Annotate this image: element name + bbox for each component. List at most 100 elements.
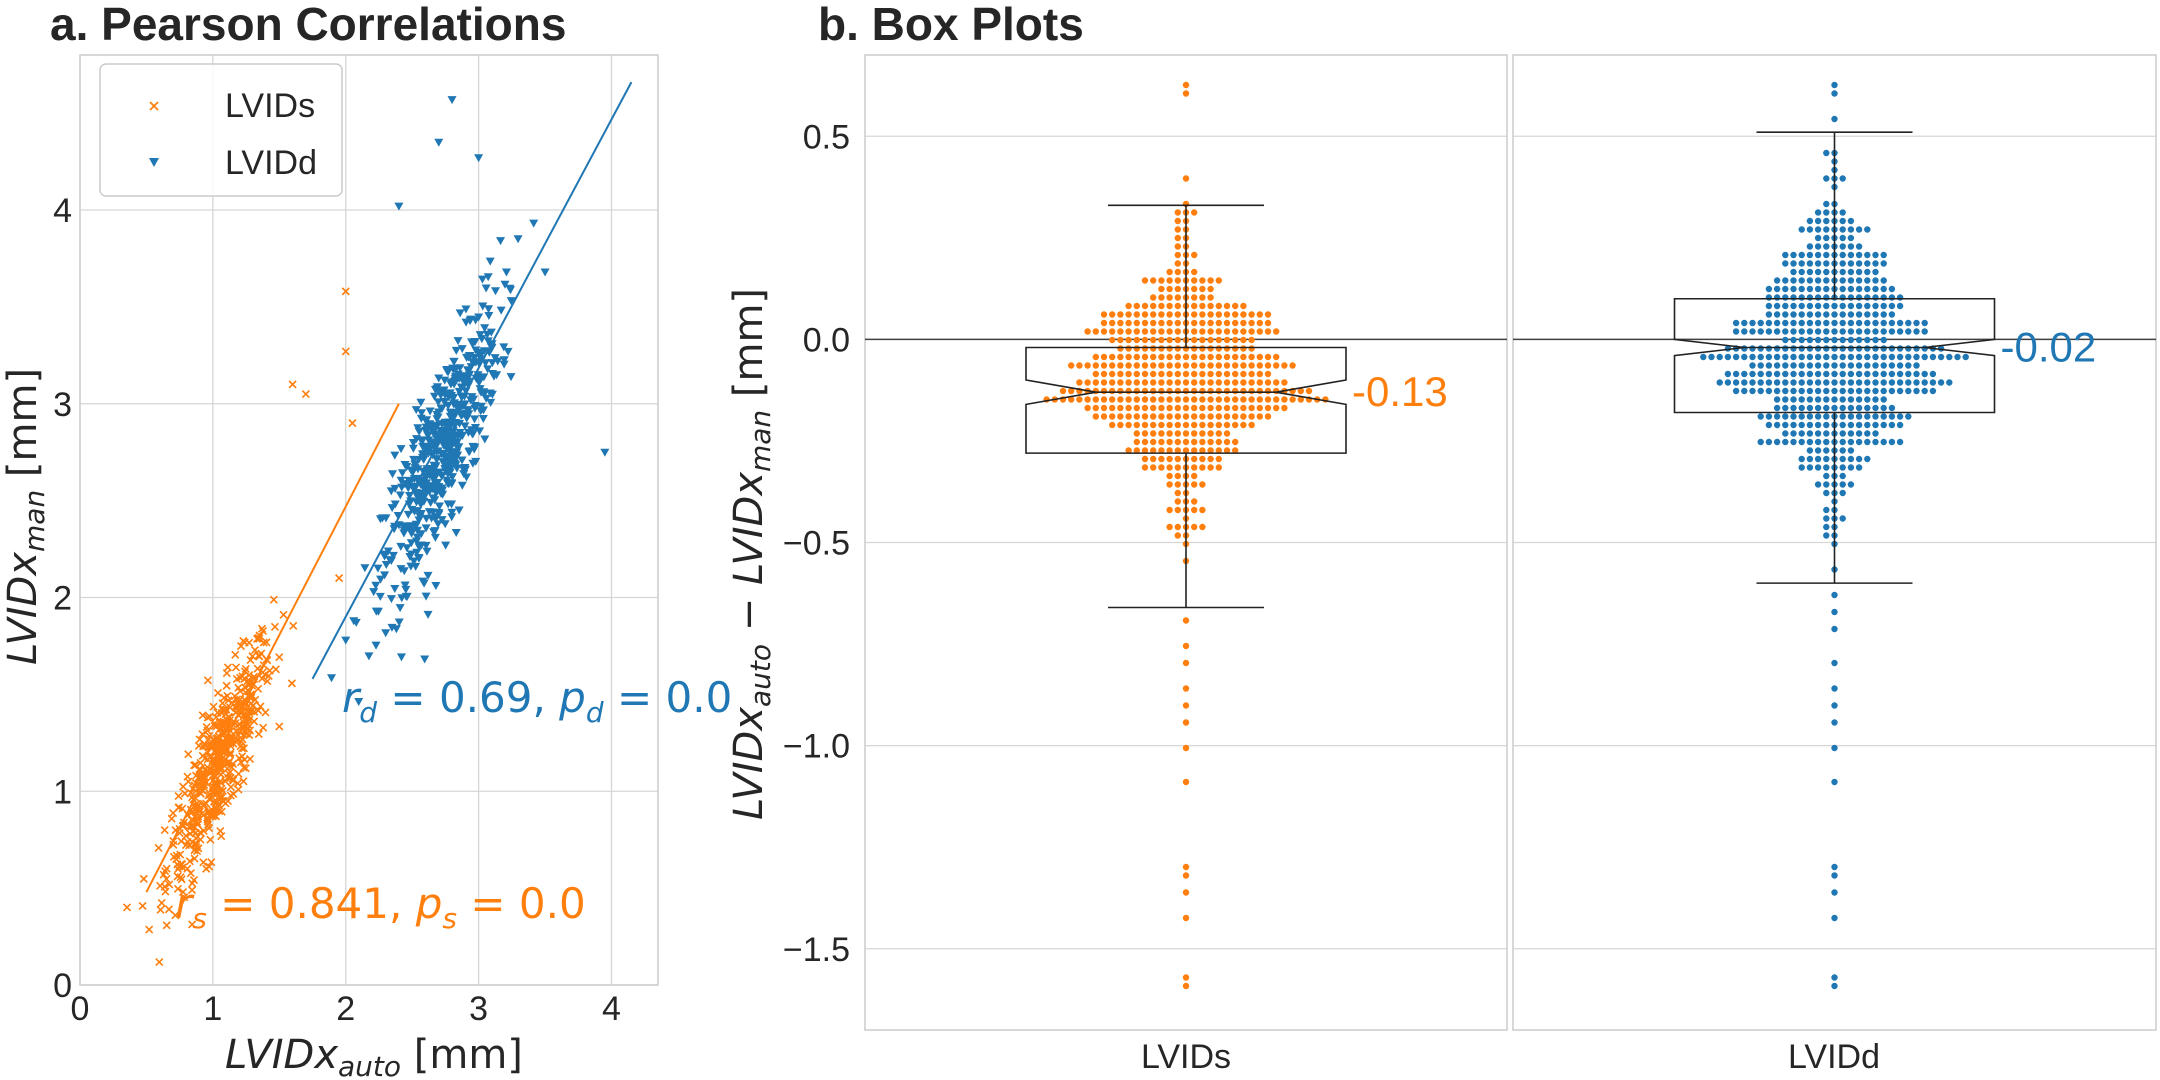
swarm-point-lvids	[1256, 362, 1264, 369]
swarm-point-lvids	[1305, 387, 1313, 395]
scatter-point-lvidd	[447, 479, 457, 488]
scatter-point-lvids	[288, 380, 297, 389]
swarm-point-lvidd	[1847, 438, 1855, 446]
scatter-point-lvidd	[437, 472, 447, 481]
swarm-point-lvidd	[1864, 285, 1871, 293]
swarm-point-lvids	[1264, 396, 1272, 403]
swarm-point-lvidd	[1872, 336, 1879, 344]
annotation-lvids-correlation: rs = 0.841, ps = 0.0	[175, 879, 586, 935]
swarm-point-lvids	[1174, 226, 1182, 233]
swarm-point-lvids	[1174, 481, 1182, 488]
scatter-point-lvidd	[414, 543, 424, 552]
swarm-point-lvidd	[1790, 387, 1797, 395]
scatter-point-lvidd	[396, 445, 406, 454]
swarm-point-lvidd	[1732, 319, 1740, 327]
swarm-point-lvidd	[1872, 268, 1879, 276]
scatter-point-lvidd	[429, 425, 439, 434]
swarm-point-lvidd	[1782, 379, 1789, 386]
swarm-point-lvidd	[1806, 294, 1814, 301]
scatter-point-lvids	[202, 723, 211, 732]
swarm-point-lvidd	[1831, 889, 1838, 896]
swarm-point-lvidd	[1790, 421, 1797, 429]
swarm-point-lvids	[1174, 319, 1182, 327]
swarm-point-lvids	[1158, 345, 1165, 352]
swarm-point-lvids	[1092, 353, 1100, 361]
swarm-point-lvidd	[1831, 974, 1838, 981]
scatter-point-lvids	[189, 875, 199, 885]
swarm-point-lvids	[1158, 277, 1165, 284]
scatter-point-lvids	[240, 755, 249, 764]
scatter-point-lvids	[177, 875, 186, 884]
panel-b-right-frame	[1512, 54, 2157, 1031]
swarm-point-lvids	[1182, 863, 1190, 871]
scatter-point-lvidd	[396, 542, 406, 551]
swarm-point-lvidd	[1864, 438, 1871, 446]
swarm-point-lvids	[1117, 328, 1124, 335]
legend-lvids-x-icon	[149, 101, 159, 111]
swarm-point-lvids	[1232, 370, 1239, 378]
swarm-point-lvidd	[1798, 328, 1805, 335]
scatter-point-lvidd	[449, 357, 459, 366]
scatter-point-lvidd	[506, 297, 516, 306]
swarm-point-lvids	[1174, 387, 1182, 395]
swarm-point-lvidd	[1831, 319, 1838, 327]
swarm-point-lvidd	[1823, 217, 1830, 225]
swarm-point-lvids	[1166, 362, 1173, 369]
swarm-point-lvids	[1182, 421, 1190, 429]
scatter-point-lvids	[275, 653, 284, 662]
swarm-point-lvidd	[1896, 328, 1904, 335]
scatter-point-lvidd	[380, 571, 390, 580]
swarm-point-lvids	[1281, 404, 1288, 412]
scatter-point-lvidd	[434, 138, 444, 147]
swarm-point-lvids	[1158, 455, 1165, 463]
swarm-point-lvids	[1264, 379, 1272, 386]
swarm-point-lvids	[1133, 396, 1141, 403]
swarm-point-lvids	[1207, 285, 1214, 293]
scatter-point-lvidd	[402, 544, 412, 553]
swarm-point-lvids	[1150, 302, 1157, 310]
scatter-point-lvidd	[476, 402, 486, 411]
swarm-point-lvidd	[1749, 319, 1756, 327]
swarm-point-lvids	[1248, 379, 1255, 386]
scatter-point-lvidd	[468, 340, 478, 349]
swarm-point-lvids	[1240, 370, 1247, 378]
swarm-point-lvids	[1141, 370, 1149, 378]
swarm-point-lvidd	[1798, 362, 1805, 369]
swarm-point-lvids	[1191, 404, 1198, 412]
scatter-point-lvidd	[442, 439, 452, 448]
scatter-point-lvids	[243, 677, 252, 686]
scatter-point-lvidd	[455, 309, 465, 318]
swarm-point-lvids	[1150, 311, 1157, 318]
swarm-point-lvidd	[1888, 285, 1896, 293]
swarm-point-lvids	[1215, 430, 1223, 437]
swarm-point-lvids	[1150, 413, 1157, 420]
swarm-point-lvidd	[1831, 370, 1838, 378]
swarm-point-lvids	[1141, 430, 1149, 437]
scatter-point-lvidd	[371, 607, 381, 616]
scatter-point-lvidd	[447, 508, 457, 517]
swarm-point-lvids	[1232, 379, 1239, 386]
swarm-point-lvids	[1191, 336, 1198, 344]
scatter-point-lvidd	[418, 436, 428, 445]
scatter-point-lvidd	[394, 618, 404, 627]
swarm-point-lvids	[1117, 387, 1124, 395]
scatter-point-lvidd	[416, 480, 426, 489]
scatter-point-lvids	[218, 718, 227, 727]
swarm-point-lvids	[1150, 404, 1157, 412]
scatter-point-lvidd	[386, 595, 396, 604]
swarm-point-lvidd	[1855, 328, 1863, 335]
scatter-point-lvidd	[442, 434, 452, 443]
panel-a-legend: LVIDs LVIDd	[99, 63, 343, 197]
swarm-point-lvids	[1232, 421, 1239, 429]
scatter-point-lvidd	[414, 497, 424, 506]
swarm-point-lvidd	[1806, 243, 1814, 250]
swarm-point-lvids	[1174, 472, 1182, 480]
swarm-point-lvids	[1223, 353, 1231, 361]
swarm-point-lvids	[1273, 362, 1280, 369]
scatter-point-lvids	[289, 621, 298, 630]
swarm-point-lvids	[1125, 319, 1132, 327]
swarm-point-lvids	[1166, 353, 1173, 361]
scatter-point-lvidd	[373, 564, 383, 573]
swarm-point-lvids	[1215, 464, 1223, 471]
swarm-point-lvids	[1191, 447, 1198, 454]
